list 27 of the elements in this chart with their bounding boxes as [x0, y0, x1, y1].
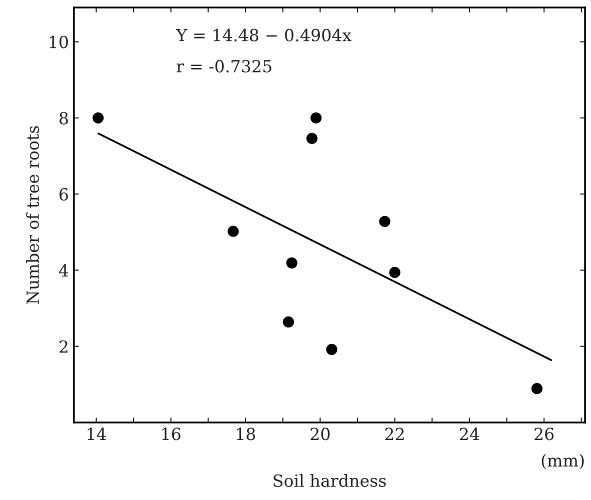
- point: [310, 112, 322, 124]
- point: [389, 266, 400, 278]
- x-tick-label: 16: [162, 428, 180, 440]
- annotation: Y = 14.48 − 0.4904x: [176, 28, 352, 42]
- y-tick-label: 4: [58, 264, 68, 277]
- point: [282, 316, 294, 328]
- y-tick-label: 10: [50, 36, 68, 48]
- y-tick-label: 6: [60, 188, 68, 201]
- point: [326, 344, 338, 355]
- y-tick-label: 2: [60, 340, 68, 353]
- x-tick-label: 20: [310, 428, 330, 440]
- x-tick-label: 22: [385, 428, 404, 440]
- x-tick-label: 18: [236, 428, 256, 440]
- point: [379, 216, 390, 228]
- text: (mm): [542, 454, 584, 470]
- point: [286, 257, 298, 269]
- point: [531, 383, 543, 394]
- y-tick-label: 8: [60, 112, 68, 124]
- x-tick-label: 24: [460, 428, 480, 440]
- point: [92, 112, 104, 124]
- point: [228, 226, 239, 237]
- x-axis-title: Soil hardness: [274, 474, 386, 487]
- point: [306, 132, 318, 144]
- x-tick-label: 26: [534, 428, 554, 440]
- y-axis-title: Number of tree roots: [26, 126, 40, 304]
- annotation: r = -0.7325: [176, 60, 272, 73]
- x-tick-label: 14: [88, 428, 106, 440]
